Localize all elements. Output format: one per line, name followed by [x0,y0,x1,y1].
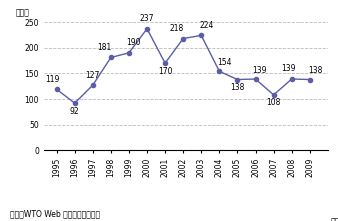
Text: 154: 154 [218,58,232,67]
Text: 224: 224 [200,21,214,30]
Text: 181: 181 [97,43,111,52]
Text: 190: 190 [126,38,140,47]
Text: 108: 108 [266,98,281,107]
Text: 127: 127 [86,70,100,80]
Text: （件）: （件） [16,8,29,17]
Text: （年）: （年） [331,217,338,221]
Text: 138: 138 [308,66,322,75]
Text: 138: 138 [230,83,245,92]
Text: 139: 139 [282,65,296,73]
Text: 資料：WTO Web サイトから作成。: 資料：WTO Web サイトから作成。 [10,210,100,219]
Text: 218: 218 [169,24,184,33]
Text: 92: 92 [70,107,79,116]
Text: 119: 119 [45,75,59,84]
Text: 237: 237 [140,14,154,23]
Text: 170: 170 [158,67,172,76]
Text: 139: 139 [252,66,267,75]
